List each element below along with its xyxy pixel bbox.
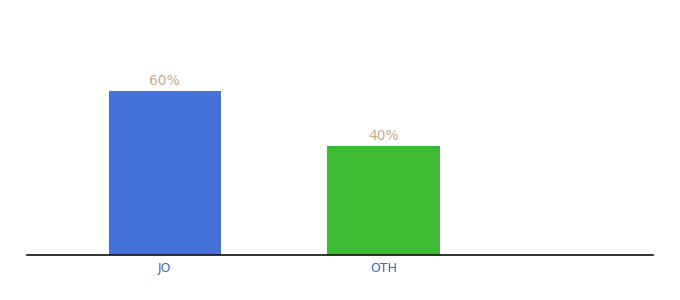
Text: 40%: 40% [369,129,399,143]
Text: 60%: 60% [150,74,180,88]
Bar [328,146,440,255]
Bar [109,91,221,255]
